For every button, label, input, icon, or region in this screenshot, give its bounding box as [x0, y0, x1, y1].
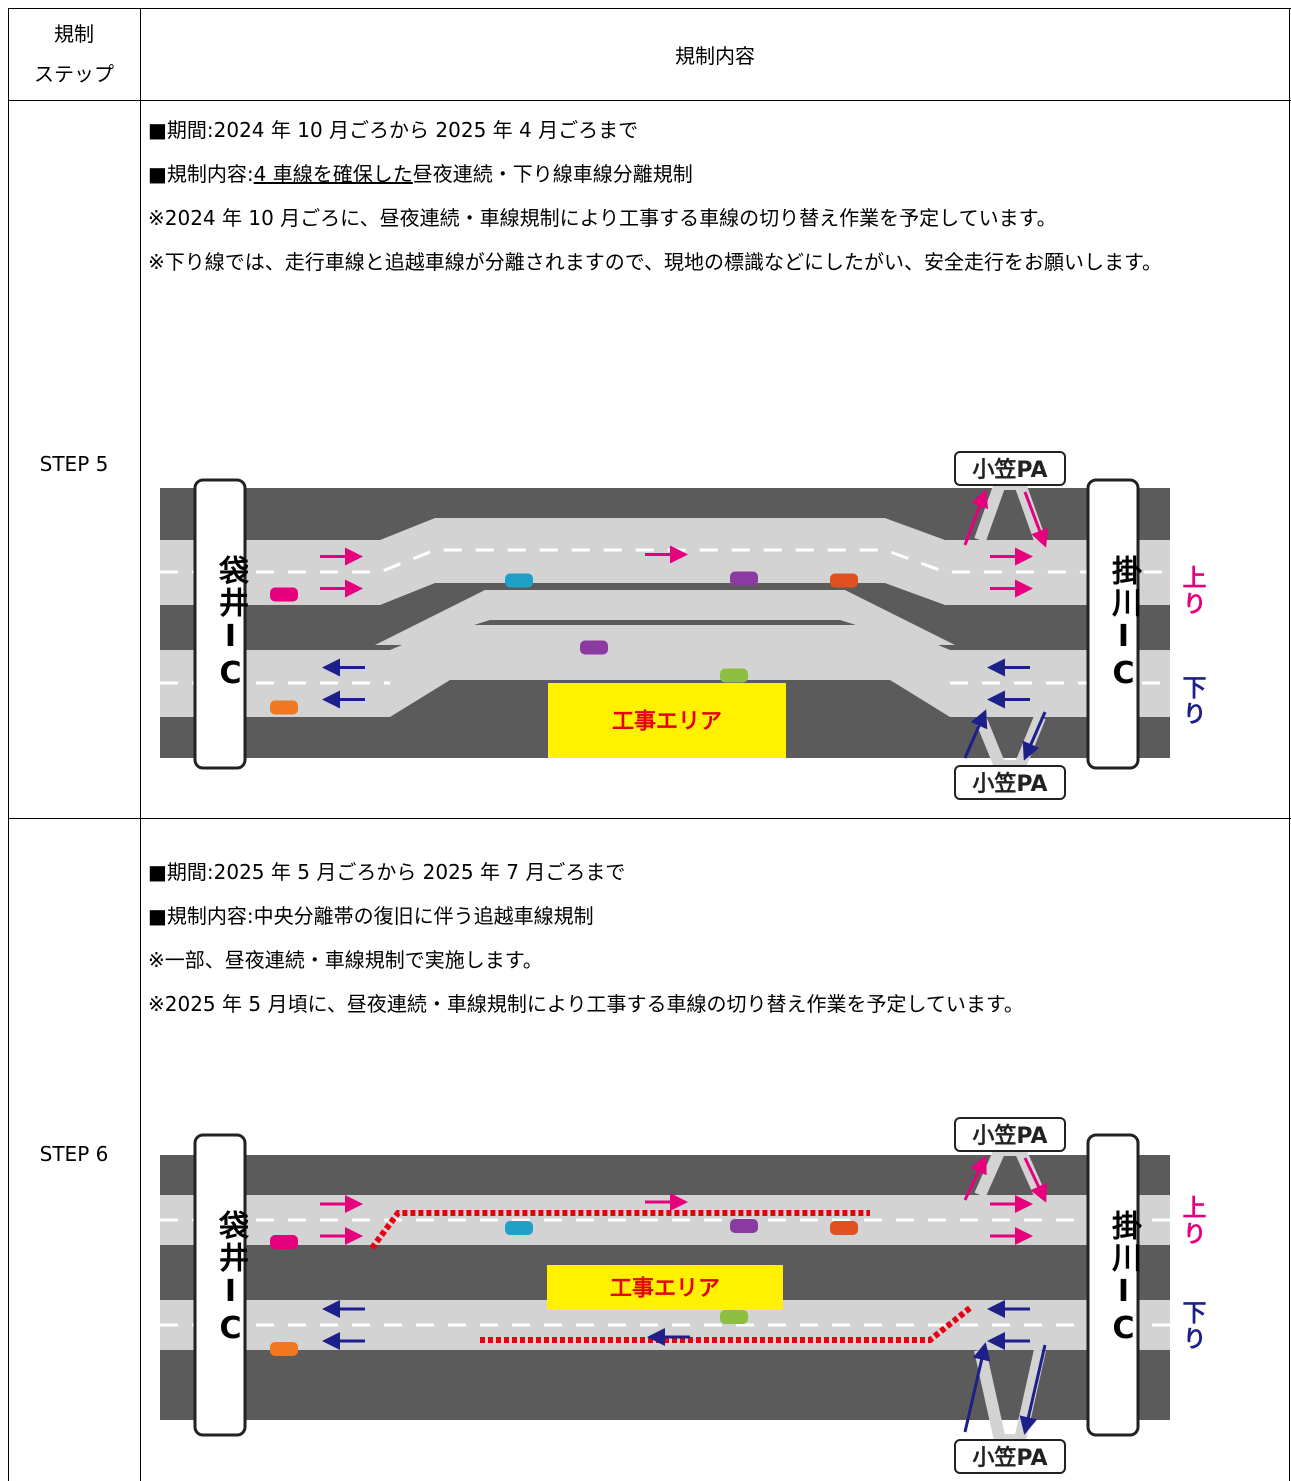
table-border — [8, 8, 9, 1481]
ic-label: 掛川IC — [1106, 555, 1141, 693]
content-part: ■規制内容: — [148, 162, 254, 186]
pa-arrow — [963, 1342, 991, 1433]
closure-line — [480, 1305, 972, 1343]
table-border — [8, 8, 1291, 9]
pa-box — [954, 1117, 1066, 1152]
pa-box — [954, 765, 1066, 800]
table-border — [8, 818, 1291, 819]
content-part: 昼夜連続・下り線車線分離規制 — [412, 162, 693, 186]
car — [505, 573, 533, 588]
work-area — [548, 683, 786, 758]
ic-pillar — [1086, 478, 1140, 770]
header-content: 規制内容 — [675, 44, 755, 68]
note: ※下り線では、走行車線と追越車線が分離されますので、現地の標識などにしたがい、安… — [148, 250, 1162, 274]
car — [270, 587, 298, 602]
pa-label: 小笠PA — [972, 771, 1047, 797]
direction-label: 下り — [1178, 675, 1206, 727]
note: ※一部、昼夜連続・車線規制で実施します。 — [148, 948, 543, 972]
pa-box — [954, 1439, 1066, 1474]
content: ■規制内容:中央分離帯の復旧に伴う追越車線規制 — [148, 894, 1282, 938]
pa-label: 小笠PA — [972, 457, 1047, 483]
period: ■期間:2025 年 5 月ごろから 2025 年 7 月ごろまで — [148, 860, 626, 884]
car — [270, 700, 298, 715]
car — [720, 668, 748, 683]
step-label: STEP 5 — [39, 452, 109, 476]
content-part: 4 車線を確保した — [253, 162, 413, 186]
content-part: ■規制内容:中央分離帯の復旧に伴う追越車線規制 — [148, 904, 594, 928]
car — [730, 1219, 758, 1233]
diagram: 工事エリア 小笠PA 小笠PA 袋井IC 掛川IC 上り 下り — [150, 440, 1290, 810]
pa-arrow — [963, 1155, 987, 1201]
table-border — [140, 8, 141, 1481]
car — [270, 1342, 298, 1356]
car — [720, 1310, 748, 1324]
ic-pillar — [193, 1133, 247, 1437]
content: ■規制内容:4 車線を確保した昼夜連続・下り線車線分離規制 — [148, 152, 1282, 196]
work-area-label: 工事エリア — [610, 1276, 720, 1302]
pa-label: 小笠PA — [972, 1445, 1047, 1471]
car — [505, 1221, 533, 1235]
ic-pillar — [193, 478, 247, 770]
note: ※2025 年 5 月頃に、昼夜連続・車線規制により工事する車線の切り替え作業を… — [148, 992, 1024, 1016]
car — [830, 1221, 858, 1235]
closure-line — [369, 1210, 870, 1250]
table-border — [1289, 8, 1290, 1481]
row-text: ■期間:2025 年 5 月ごろから 2025 年 7 月ごろまで ■規制内容:中… — [148, 850, 1282, 1026]
diagram: 工事エリア 小笠PA 小笠PA 袋井IC 掛川IC 上り 下り — [150, 1110, 1290, 1481]
direction-label: 上り — [1178, 1195, 1206, 1247]
down-pass-road — [375, 590, 955, 645]
car — [730, 571, 758, 586]
pa-arrow — [1022, 711, 1047, 761]
direction-label: 上り — [1178, 565, 1206, 617]
car — [580, 640, 608, 655]
step-label: STEP 6 — [39, 1142, 109, 1166]
header-text: ステップ — [34, 62, 114, 86]
table-border — [8, 100, 1291, 101]
up-road — [160, 518, 1170, 605]
row-text: ■期間:2024 年 10 月ごろから 2025 年 4 月ごろまで ■規制内容:… — [148, 108, 1282, 284]
pa-arrow — [963, 489, 989, 546]
pa-arrow — [1023, 1157, 1047, 1203]
work-area — [547, 1265, 783, 1310]
note: ※2024 年 10 月ごろに、昼夜連続・車線規制により工事する車線の切り替え作… — [148, 206, 1057, 230]
header-step: 規制 ステップ — [8, 14, 140, 94]
direction-label: 下り — [1178, 1300, 1206, 1352]
period: ■期間:2024 年 10 月ごろから 2025 年 4 月ごろまで — [148, 118, 639, 142]
ic-pillar — [1086, 1133, 1140, 1437]
pa-arrow — [1023, 491, 1049, 548]
ic-label: 袋井IC — [213, 1210, 248, 1348]
pa-label: 小笠PA — [972, 1123, 1047, 1149]
ic-label: 掛川IC — [1106, 1210, 1141, 1348]
work-area-label: 工事エリア — [612, 709, 722, 735]
header-text: 規制 — [54, 22, 94, 46]
pa-arrow — [1019, 1344, 1047, 1435]
pa-arrow — [963, 709, 988, 759]
pa-box — [954, 451, 1066, 486]
ic-label: 袋井IC — [213, 555, 248, 693]
car — [270, 1235, 298, 1249]
down-road — [160, 625, 1170, 717]
car — [830, 573, 858, 588]
